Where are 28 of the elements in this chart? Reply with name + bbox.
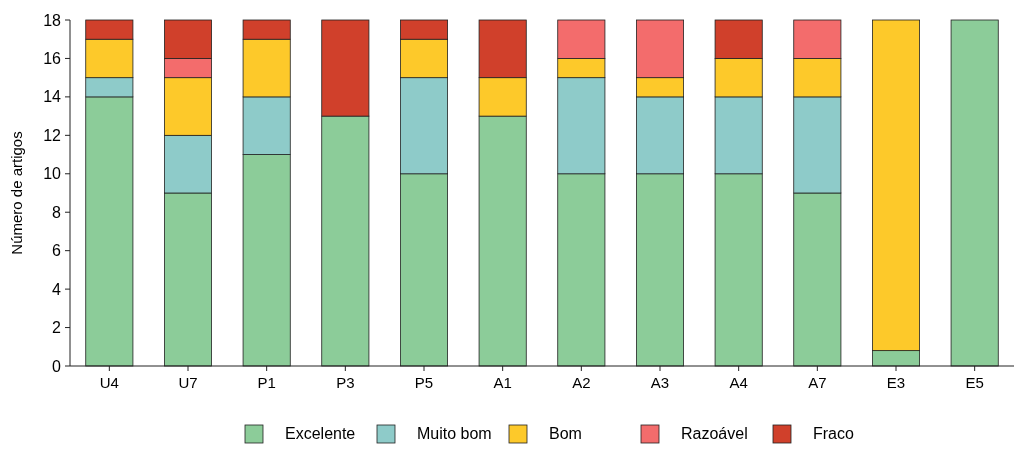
legend-label: Razoável: [681, 425, 748, 442]
y-tick-label: 8: [52, 203, 62, 221]
x-tick-label: A3: [650, 374, 670, 391]
y-tick-label: 4: [52, 280, 62, 298]
y-tick-label: 18: [43, 11, 62, 29]
x-tick-label: A2: [572, 374, 591, 391]
legend-label: Bom: [549, 425, 582, 442]
x-tick-label: A4: [729, 374, 748, 391]
legend-label: Excelente: [285, 425, 356, 442]
legend-label: Muito bom: [417, 425, 492, 442]
y-tick-label: 16: [43, 50, 62, 68]
x-tick-label: A1: [493, 374, 512, 391]
x-tick-label: E3: [886, 374, 906, 391]
y-tick-label: 6: [52, 242, 62, 260]
y-tick-label: 12: [43, 126, 62, 144]
y-tick-label: 0: [52, 357, 62, 375]
y-axis-title: Número de artigos: [8, 131, 25, 255]
x-tick-label: P5: [414, 374, 434, 391]
x-tick-label: E5: [965, 374, 984, 391]
y-tick-label: 14: [43, 88, 62, 106]
x-tick-label: U7: [178, 374, 198, 391]
legend-label: Fraco: [813, 425, 854, 442]
x-tick-label: A7: [808, 374, 827, 391]
y-tick-label: 10: [43, 165, 62, 183]
x-tick-label: P3: [336, 374, 355, 391]
x-tick-label: U4: [99, 374, 119, 391]
x-tick-label: P1: [257, 374, 276, 391]
y-tick-label: 2: [52, 319, 62, 337]
